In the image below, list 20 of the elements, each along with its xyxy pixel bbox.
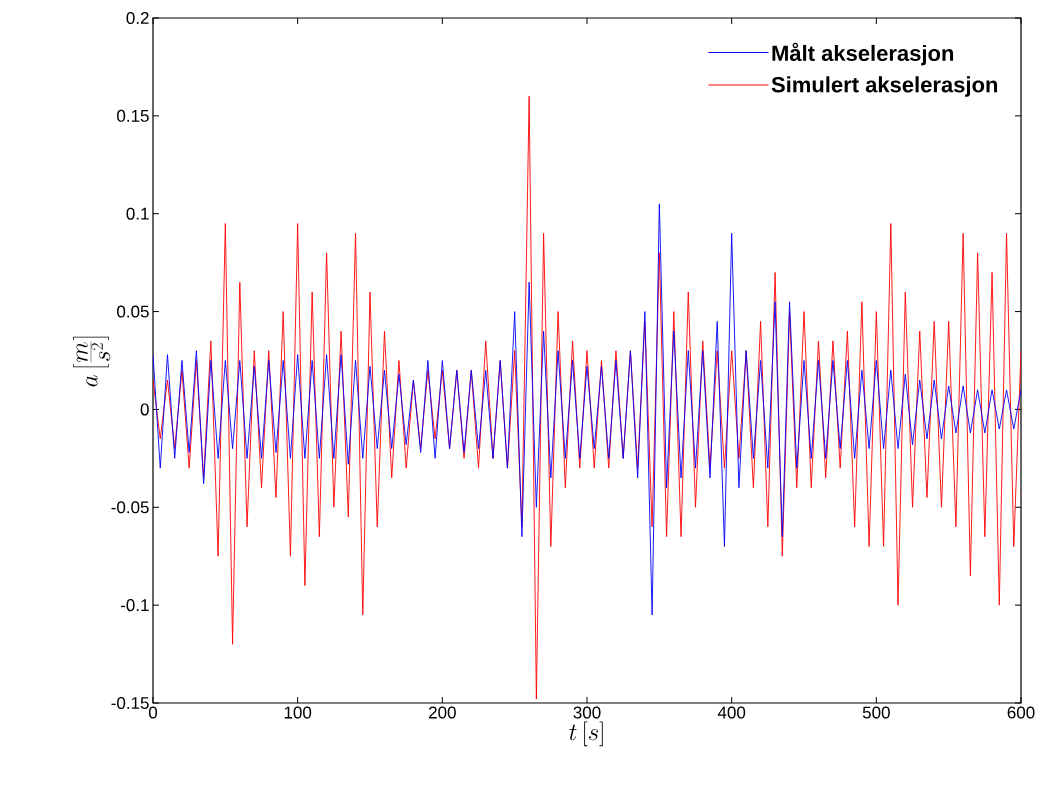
y-tick-label: 0 (140, 403, 149, 416)
y-tick-label: 0.2 (126, 11, 149, 25)
line-series (153, 203, 1022, 616)
x-axis-title: $t\left[s\right]$ (569, 721, 603, 747)
x-tick-label: 300 (573, 706, 601, 719)
y-tick-label: 0.15 (117, 109, 149, 122)
x-tick-label: 200 (429, 706, 456, 719)
y-tick-label: -0.1 (120, 599, 149, 612)
x-tick-label: 500 (862, 706, 890, 719)
x-tick-label: 600 (1007, 706, 1035, 719)
y-tick-label: -0.05 (111, 501, 149, 514)
y-tick-label: 0.1 (126, 207, 149, 220)
x-tick-label: 0 (148, 706, 158, 719)
legend-label: Målt akselerasjon (772, 42, 954, 66)
x-tick-label: 100 (284, 706, 312, 719)
y-tick-label: -0.15 (111, 696, 149, 710)
legend-label: Simulert akselerasjon (771, 76, 998, 97)
y-axis-title: $a\left[\frac{m}{s^2}\right]$ (73, 336, 111, 387)
x-tick-label: 400 (717, 706, 746, 719)
y-tick-label: 0.05 (117, 305, 149, 318)
